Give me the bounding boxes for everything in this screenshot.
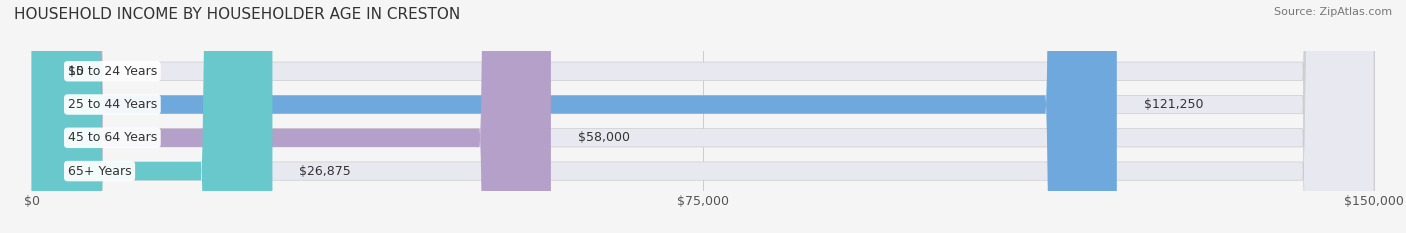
Text: $58,000: $58,000 [578,131,630,144]
FancyBboxPatch shape [32,0,551,233]
Text: Source: ZipAtlas.com: Source: ZipAtlas.com [1274,7,1392,17]
Text: $26,875: $26,875 [299,164,352,178]
FancyBboxPatch shape [32,0,1374,233]
FancyBboxPatch shape [32,0,273,233]
FancyBboxPatch shape [32,0,55,233]
FancyBboxPatch shape [32,0,1374,233]
FancyBboxPatch shape [32,0,1374,233]
Text: 45 to 64 Years: 45 to 64 Years [67,131,157,144]
Text: $0: $0 [67,65,84,78]
Text: 25 to 44 Years: 25 to 44 Years [67,98,157,111]
FancyBboxPatch shape [32,0,1116,233]
Text: 15 to 24 Years: 15 to 24 Years [67,65,157,78]
FancyBboxPatch shape [32,0,1374,233]
Text: HOUSEHOLD INCOME BY HOUSEHOLDER AGE IN CRESTON: HOUSEHOLD INCOME BY HOUSEHOLDER AGE IN C… [14,7,460,22]
Text: $121,250: $121,250 [1143,98,1204,111]
Text: 65+ Years: 65+ Years [67,164,131,178]
